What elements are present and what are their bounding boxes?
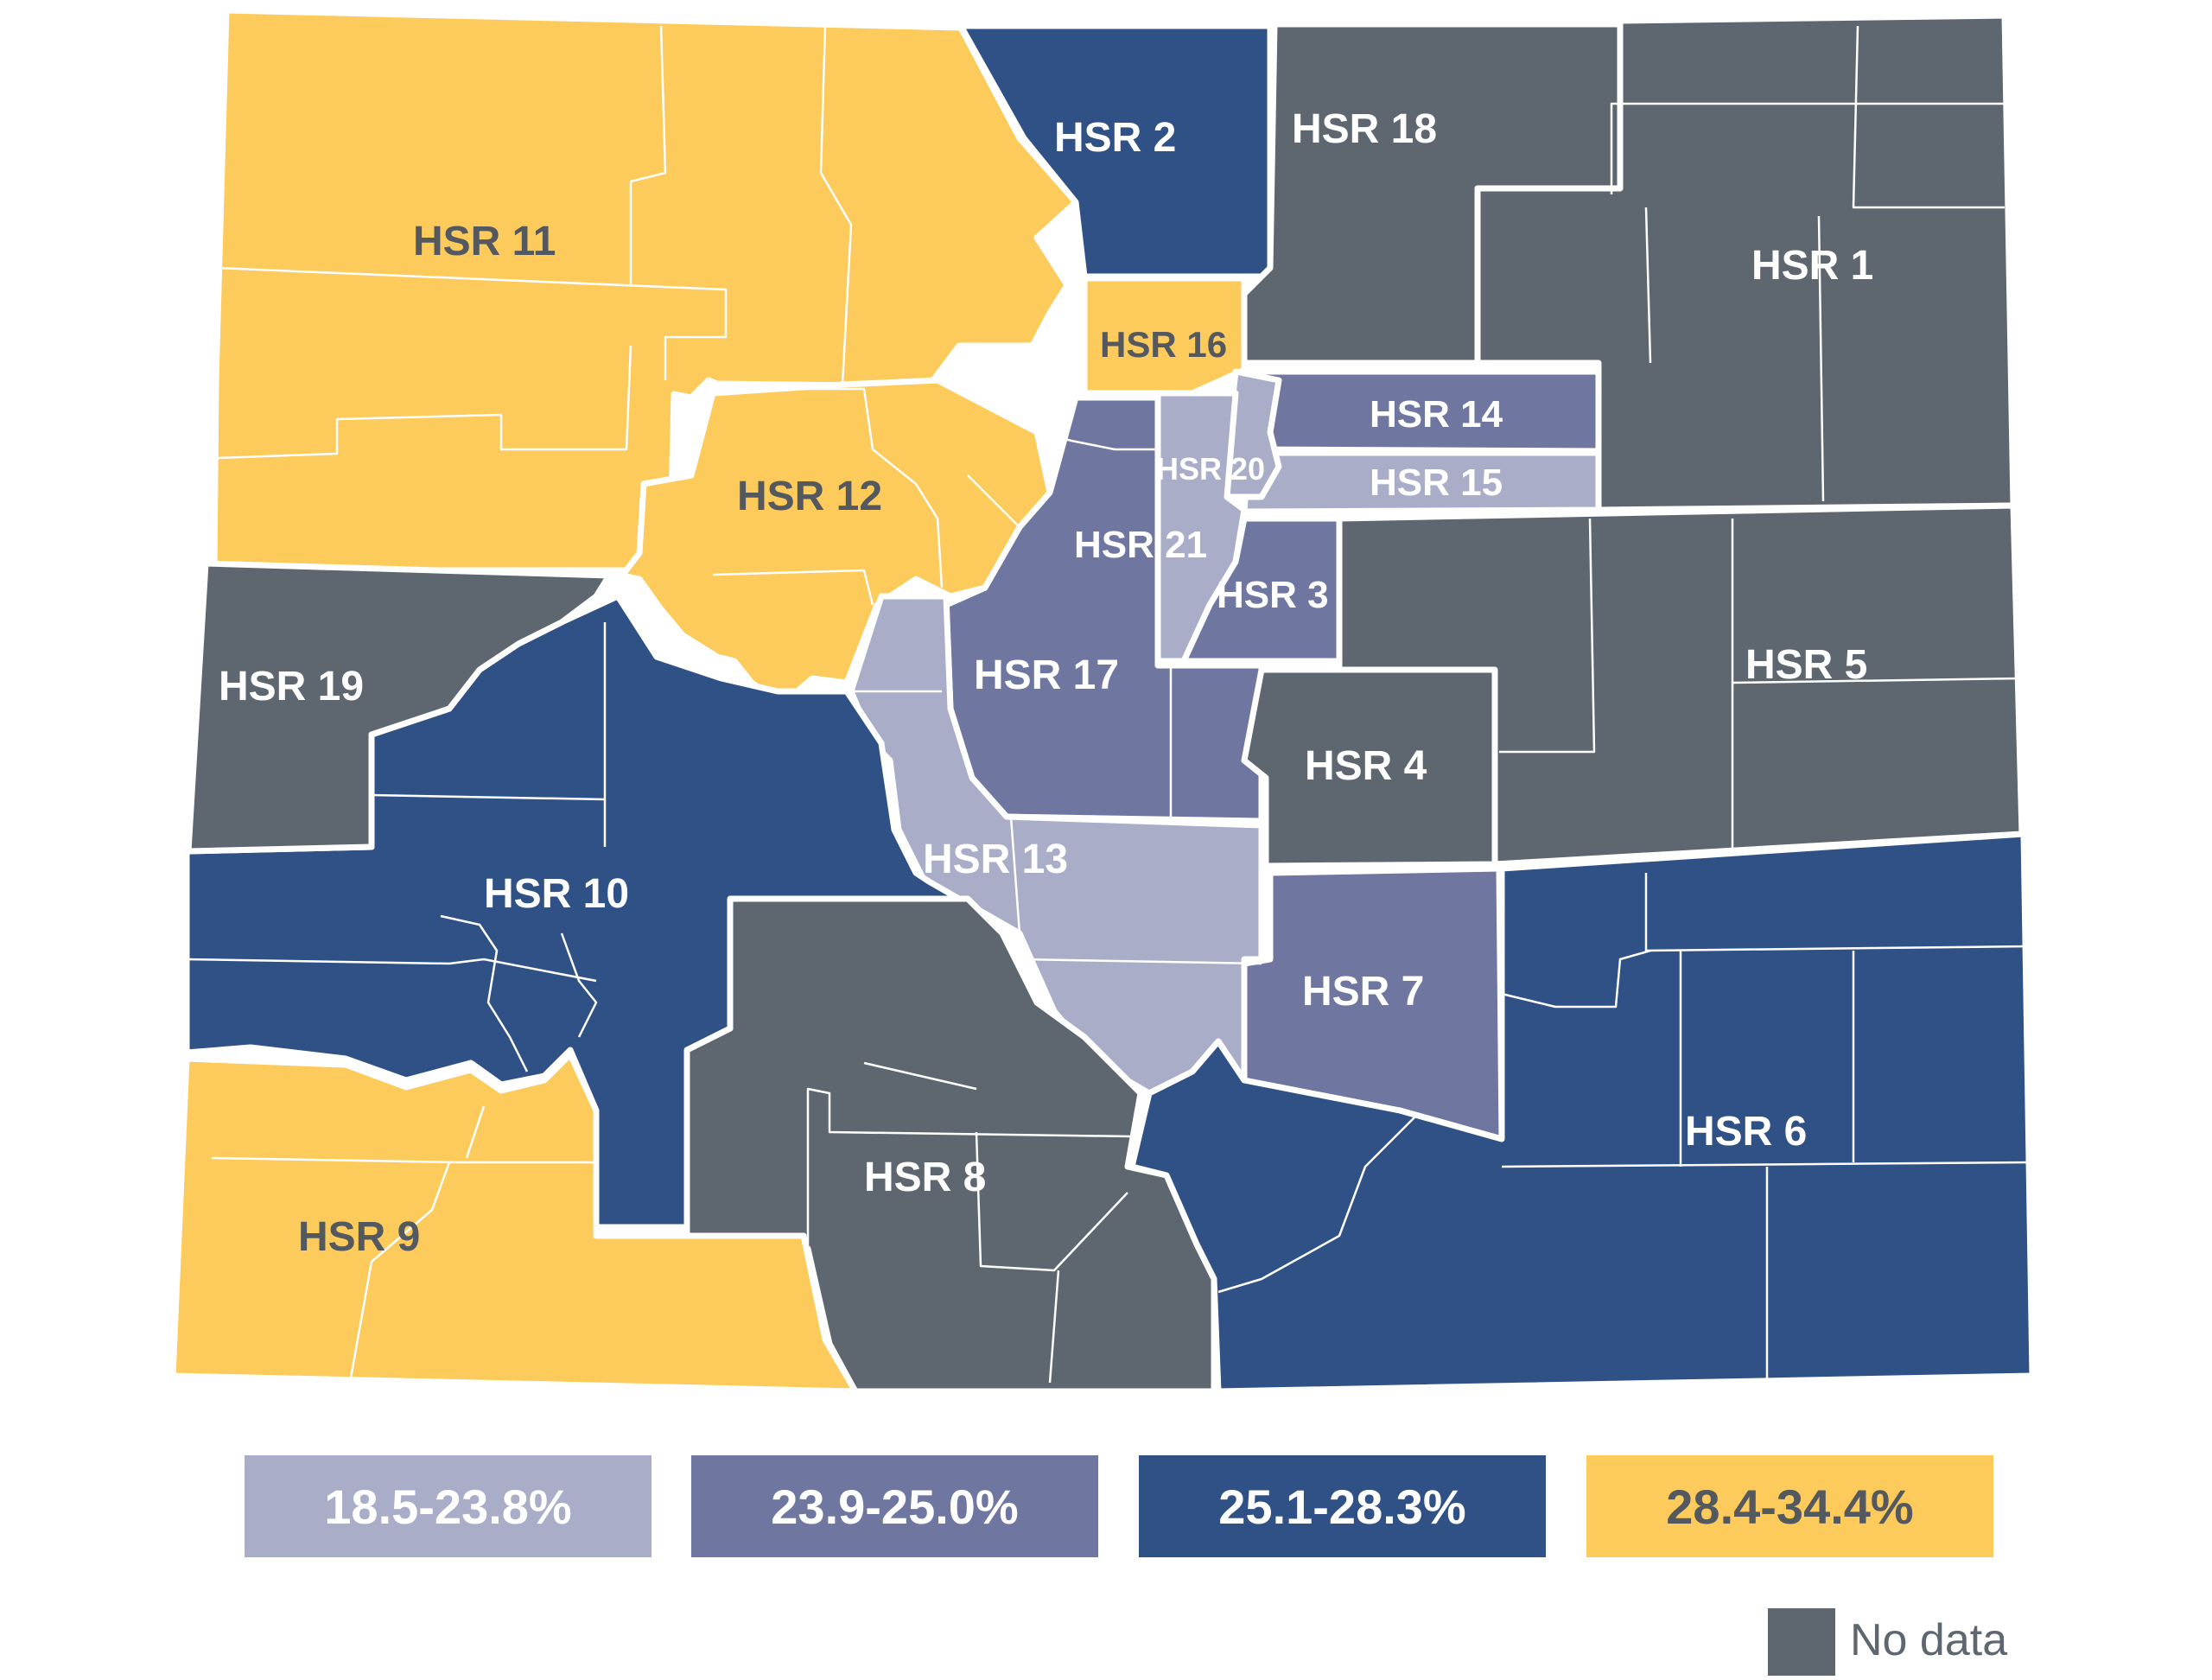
label-hsr-16: HSR 16 — [1100, 324, 1227, 365]
label-hsr-12: HSR 12 — [737, 474, 882, 519]
region-hsr-9 — [169, 1051, 859, 1395]
label-hsr-19: HSR 19 — [219, 664, 364, 710]
legend-item-25-1-28-3: 25.1-28.3% — [1139, 1455, 1546, 1557]
legend-no-data-label: No data — [1850, 1615, 2008, 1665]
legend-item-23-9-25-0: 23.9-25.0% — [691, 1455, 1098, 1557]
legend-no-data-swatch — [1768, 1608, 1835, 1676]
region-hsr-5 — [1336, 502, 2025, 868]
label-hsr-11: HSR 11 — [413, 219, 556, 264]
label-hsr-10: HSR 10 — [484, 871, 629, 917]
region-hsr-2 — [957, 22, 1274, 280]
label-hsr-21: HSR 21 — [1074, 524, 1207, 566]
legend-label: 18.5-23.8% — [324, 1479, 572, 1534]
label-hsr-4: HSR 4 — [1305, 743, 1427, 789]
legend-label: 25.1-28.3% — [1218, 1479, 1466, 1534]
label-hsr-7: HSR 7 — [1302, 969, 1424, 1015]
label-hsr-17: HSR 17 — [974, 652, 1119, 698]
label-hsr-18: HSR 18 — [1292, 106, 1437, 152]
label-hsr-6: HSR 6 — [1685, 1109, 1807, 1155]
region-labels: HSR 11 HSR 2 HSR 18 HSR 1 HSR 16 HSR 14 … — [219, 106, 1873, 1260]
region-hsr-1 — [1474, 12, 2017, 513]
label-hsr-15: HSR 15 — [1370, 461, 1503, 504]
label-hsr-3: HSR 3 — [1217, 574, 1329, 616]
label-hsr-20: HSR 20 — [1156, 451, 1265, 487]
label-hsr-9: HSR 9 — [298, 1214, 420, 1260]
legend-item-18-5-23-8: 18.5-23.8% — [245, 1455, 652, 1557]
label-hsr-1: HSR 1 — [1751, 243, 1873, 289]
region-hsr-19 — [185, 560, 613, 855]
county-lines — [186, 25, 2031, 1384]
region-hsr-6 — [1128, 830, 2036, 1395]
label-hsr-2: HSR 2 — [1054, 115, 1176, 161]
legend-label: 28.4-34.4% — [1666, 1479, 1914, 1534]
legend-label: 23.9-25.0% — [771, 1479, 1019, 1534]
label-hsr-5: HSR 5 — [1745, 642, 1867, 688]
label-hsr-14: HSR 14 — [1370, 393, 1503, 436]
label-hsr-13: HSR 13 — [923, 837, 1068, 882]
label-hsr-8: HSR 8 — [864, 1155, 986, 1200]
legend-item-28-4-34-4: 28.4-34.4% — [1586, 1455, 1993, 1557]
